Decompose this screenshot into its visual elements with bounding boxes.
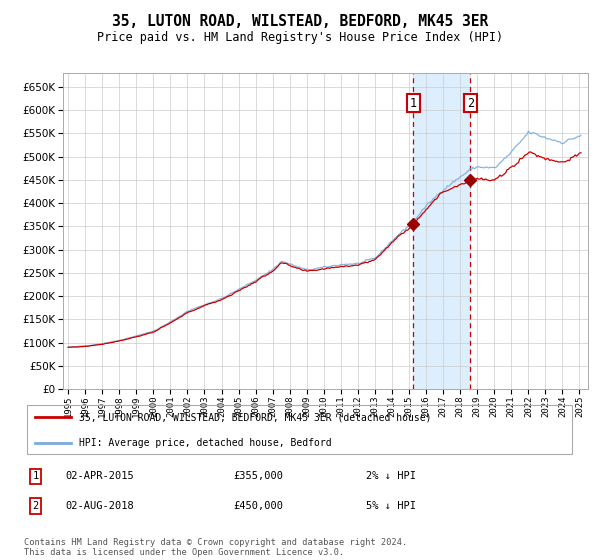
Text: 2% ↓ HPI: 2% ↓ HPI	[366, 472, 416, 482]
Text: £355,000: £355,000	[234, 472, 284, 482]
Text: 1: 1	[410, 96, 417, 110]
Text: 2: 2	[32, 501, 38, 511]
Text: 1: 1	[32, 472, 38, 482]
Bar	[413, 73, 470, 389]
Text: 5% ↓ HPI: 5% ↓ HPI	[366, 501, 416, 511]
Text: 02-AUG-2018: 02-AUG-2018	[65, 501, 134, 511]
Text: 35, LUTON ROAD, WILSTEAD, BEDFORD, MK45 3ER: 35, LUTON ROAD, WILSTEAD, BEDFORD, MK45 …	[112, 14, 488, 29]
Text: 2: 2	[467, 96, 474, 110]
Text: 02-APR-2015: 02-APR-2015	[65, 472, 134, 482]
Text: £450,000: £450,000	[234, 501, 284, 511]
Text: HPI: Average price, detached house, Bedford: HPI: Average price, detached house, Bedf…	[79, 437, 332, 447]
Text: Contains HM Land Registry data © Crown copyright and database right 2024.
This d: Contains HM Land Registry data © Crown c…	[24, 538, 407, 557]
Text: 35, LUTON ROAD, WILSTEAD, BEDFORD, MK45 3ER (detached house): 35, LUTON ROAD, WILSTEAD, BEDFORD, MK45 …	[79, 412, 432, 422]
Text: Price paid vs. HM Land Registry's House Price Index (HPI): Price paid vs. HM Land Registry's House …	[97, 31, 503, 44]
